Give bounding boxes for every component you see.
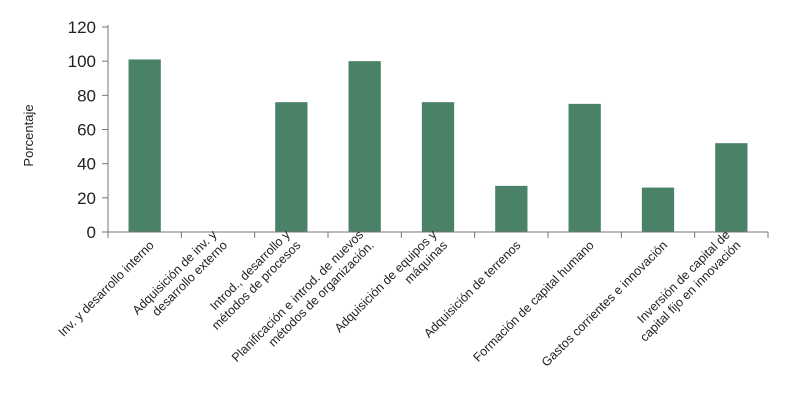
y-tick-label: 0 (87, 223, 96, 242)
y-tick-label: 100 (68, 52, 96, 71)
bar (128, 59, 161, 233)
bar (568, 103, 601, 232)
y-tick-label: 120 (68, 18, 96, 37)
bar (348, 61, 381, 232)
y-axis: 0 20 40 60 80 100 120 (68, 18, 109, 242)
y-tick-label: 80 (77, 86, 96, 105)
bar (275, 102, 308, 233)
bar (495, 185, 528, 232)
x-tick-label: Inversión de capital decapital fijo en i… (627, 228, 744, 345)
bar (421, 102, 455, 233)
y-tick-label: 40 (77, 155, 96, 174)
bar (641, 187, 675, 232)
x-tick-label: Inv. y desarrollo interno (56, 238, 157, 339)
bars (128, 59, 748, 233)
y-axis-label: Porcentaje (21, 104, 36, 166)
x-tick-label: Formación de capital humano (470, 238, 596, 364)
y-tick-label: 20 (77, 189, 96, 208)
bar (715, 143, 748, 232)
y-tick-label: 60 (77, 121, 96, 140)
